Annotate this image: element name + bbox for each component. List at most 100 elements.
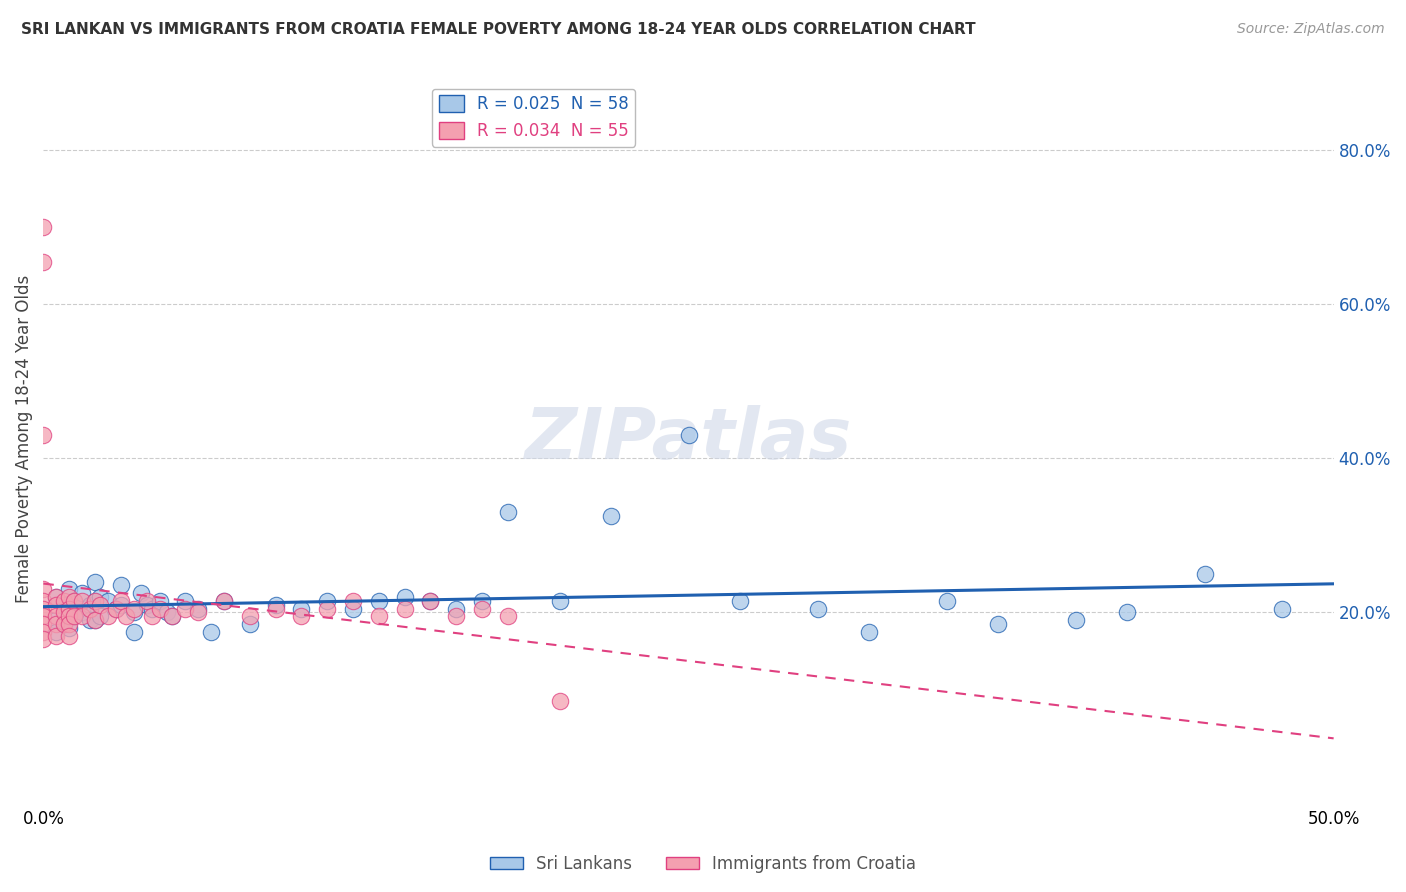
Point: [342, 601, 364, 615]
Point: [89, 598, 111, 612]
Text: Source: ZipAtlas.com: Source: ZipAtlas.com: [1237, 22, 1385, 37]
Point: [97, 609, 120, 624]
Point: [162, 609, 184, 624]
Point: [84, 613, 107, 627]
Point: [32, 594, 55, 608]
Point: [53, 617, 76, 632]
Point: [58, 582, 80, 597]
Point: [45, 617, 67, 632]
Point: [174, 594, 197, 608]
Point: [79, 601, 101, 615]
Point: [122, 624, 145, 639]
Point: [935, 594, 957, 608]
Point: [394, 590, 416, 604]
Legend: Sri Lankans, Immigrants from Croatia: Sri Lankans, Immigrants from Croatia: [484, 848, 922, 880]
Text: SRI LANKAN VS IMMIGRANTS FROM CROATIA FEMALE POVERTY AMONG 18-24 YEAR OLDS CORRE: SRI LANKAN VS IMMIGRANTS FROM CROATIA FE…: [21, 22, 976, 37]
Point: [45, 628, 67, 642]
Point: [290, 609, 312, 624]
Point: [496, 609, 519, 624]
Point: [63, 594, 86, 608]
Point: [89, 590, 111, 604]
Point: [32, 428, 55, 442]
Point: [32, 624, 55, 639]
Point: [70, 606, 93, 620]
Point: [53, 598, 76, 612]
Point: [53, 617, 76, 632]
Point: [1064, 613, 1087, 627]
Point: [135, 598, 157, 612]
Point: [678, 428, 700, 442]
Point: [1116, 606, 1139, 620]
Point: [32, 254, 55, 268]
Legend: R = 0.025  N = 58, R = 0.034  N = 55: R = 0.025 N = 58, R = 0.034 N = 55: [432, 88, 636, 146]
Point: [45, 590, 67, 604]
Point: [148, 594, 170, 608]
Point: [728, 594, 751, 608]
Point: [212, 594, 235, 608]
Point: [239, 609, 262, 624]
Point: [45, 624, 67, 639]
Point: [806, 601, 828, 615]
Point: [419, 594, 441, 608]
Point: [600, 509, 623, 524]
Point: [97, 594, 120, 608]
Point: [446, 601, 468, 615]
Point: [110, 594, 132, 608]
Point: [32, 617, 55, 632]
Point: [32, 582, 55, 597]
Point: [63, 609, 86, 624]
Point: [316, 601, 339, 615]
Point: [162, 609, 184, 624]
Point: [89, 609, 111, 624]
Point: [79, 598, 101, 612]
Point: [58, 606, 80, 620]
Point: [58, 617, 80, 632]
Point: [187, 606, 209, 620]
Point: [548, 594, 571, 608]
Point: [63, 609, 86, 624]
Point: [84, 594, 107, 608]
Point: [122, 606, 145, 620]
Point: [187, 601, 209, 615]
Point: [32, 220, 55, 235]
Point: [45, 598, 67, 612]
Point: [264, 601, 287, 615]
Point: [446, 609, 468, 624]
Point: [987, 617, 1010, 632]
Point: [58, 628, 80, 642]
Point: [131, 586, 153, 600]
Point: [290, 601, 312, 615]
Point: [548, 694, 571, 708]
Point: [70, 594, 93, 608]
Point: [84, 574, 107, 589]
Point: [45, 609, 67, 624]
Point: [32, 632, 55, 647]
Point: [58, 609, 80, 624]
Point: [141, 609, 163, 624]
Point: [32, 601, 55, 615]
Point: [84, 613, 107, 627]
Point: [141, 601, 163, 615]
Point: [239, 617, 262, 632]
Point: [1194, 566, 1216, 581]
Point: [58, 590, 80, 604]
Point: [63, 594, 86, 608]
Point: [264, 598, 287, 612]
Point: [212, 594, 235, 608]
Point: [58, 601, 80, 615]
Point: [135, 594, 157, 608]
Point: [419, 594, 441, 608]
Point: [200, 624, 222, 639]
Point: [53, 594, 76, 608]
Point: [367, 609, 389, 624]
Point: [70, 609, 93, 624]
Point: [110, 598, 132, 612]
Point: [104, 601, 127, 615]
Point: [471, 601, 494, 615]
Point: [115, 609, 138, 624]
Point: [174, 601, 197, 615]
Y-axis label: Female Poverty Among 18-24 Year Olds: Female Poverty Among 18-24 Year Olds: [15, 275, 32, 603]
Point: [32, 609, 55, 624]
Point: [148, 601, 170, 615]
Point: [104, 601, 127, 615]
